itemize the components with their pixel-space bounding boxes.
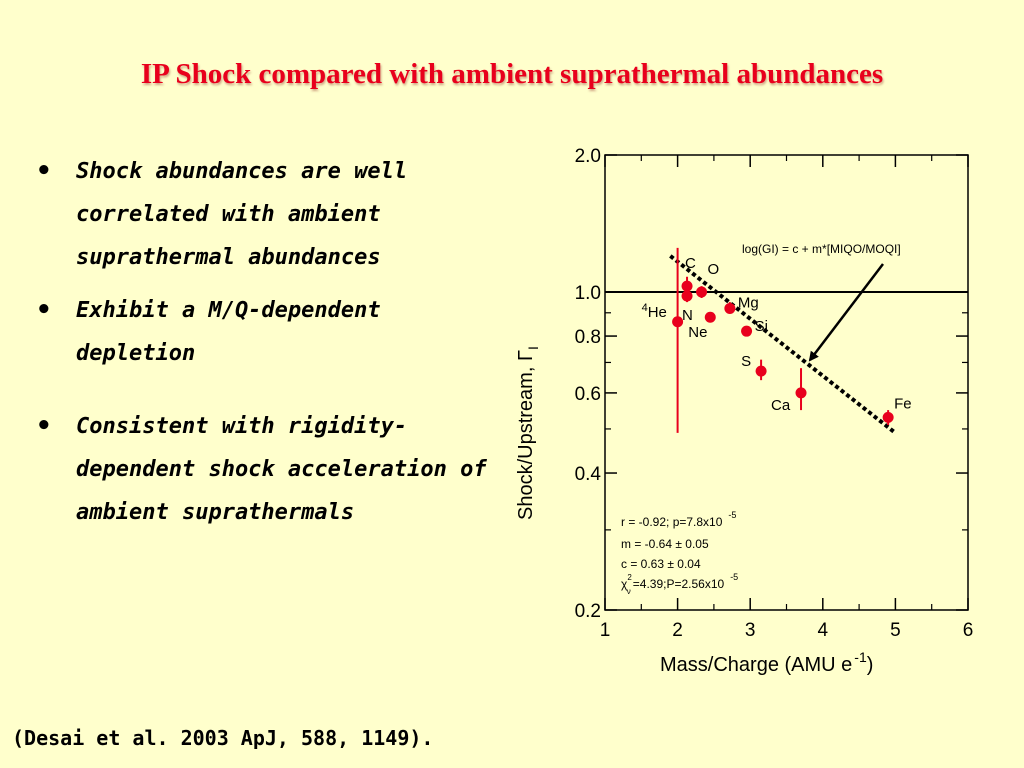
annotation-arrow: [808, 263, 884, 362]
point-label: S: [741, 353, 751, 370]
x-axis-label-end: ): [867, 654, 874, 676]
point-label: 4He: [642, 302, 667, 321]
y-axis-label-sub: I: [525, 346, 541, 350]
bullet-item: • Consistent with rigidity-dependent shoc…: [30, 405, 500, 534]
bullet-text: Consistent with rigidity-dependent shock…: [76, 414, 487, 525]
y-tick-label: 0.2: [575, 601, 601, 622]
x-tick-label: 4: [818, 620, 829, 641]
data-point: [795, 387, 807, 399]
data-point: [681, 280, 693, 292]
data-point: [724, 302, 736, 314]
bullet-dot-icon: •: [36, 156, 52, 186]
stat-chi-sup: 2: [627, 573, 632, 582]
x-tick-label: 5: [890, 620, 901, 641]
data-point: [704, 311, 716, 323]
point-label: O: [708, 261, 720, 278]
y-tick-label: 0.8: [575, 327, 601, 348]
fit-formula: log(GI) = c + m*[MIQO/MOQI]: [742, 242, 901, 256]
stat-r: r = -0.92; p=7.8x10 -5: [621, 510, 736, 529]
x-tick-label: 1: [600, 620, 611, 641]
x-axis-label: Mass/Charge (AMU e -1): [660, 649, 873, 676]
point-label: Fe: [894, 395, 912, 412]
data-point: [672, 316, 684, 328]
x-tick-label: 3: [745, 620, 756, 641]
data-point: [882, 411, 894, 423]
y-tick-label: 0.6: [575, 384, 601, 405]
data-point: [755, 365, 767, 377]
x-tick-label: 2: [672, 620, 683, 641]
point-label: N: [682, 307, 693, 324]
stat-chi: χ2 ν=4.39;P=2.56x10 -5: [621, 572, 738, 596]
y-axis-label: Shock/Upstream, ΓI: [515, 346, 541, 520]
stat-r-text: r = -0.92; p=7.8x10: [621, 515, 723, 529]
slide-title: IP Shock compared with ambient suprather…: [140, 58, 884, 90]
x-tick-label: 6: [963, 620, 974, 641]
citation: (Desai et al. 2003 ApJ, 588, 1149).: [12, 726, 434, 750]
bullet-item: • Shock abundances are well correlated wi…: [30, 150, 500, 279]
x-axis-label-sup: -1: [854, 649, 867, 665]
stat-chi-sub: ν: [627, 587, 631, 596]
y-axis-label-text: Shock/Upstream, Γ: [515, 350, 537, 520]
bullet-dot-icon: •: [36, 295, 52, 325]
y-tick-label: 0.4: [575, 464, 602, 485]
data-point: [681, 290, 693, 302]
bullet-text: Exhibit a M/Q-dependent depletion: [76, 298, 381, 366]
point-label: Mg: [738, 294, 759, 311]
bullet-dot-icon: •: [36, 411, 52, 441]
y-tick-label: 1.0: [575, 283, 601, 304]
data-point: [696, 286, 708, 298]
bullet-list: • Shock abundances are well correlated wi…: [30, 150, 500, 534]
fit-line: [669, 254, 897, 435]
point-label-sup: 4: [642, 302, 648, 314]
bullet-item: • Exhibit a M/Q-dependent depletion: [30, 289, 500, 375]
y-tick-label: 2.0: [575, 146, 601, 167]
stat-c: c = 0.63 ± 0.04: [621, 557, 701, 571]
stat-chi-text: =4.39;P=2.56x10: [633, 577, 725, 591]
stat-m: m = -0.64 ± 0.05: [621, 537, 709, 551]
stat-chi-symbol: χ: [621, 577, 628, 591]
point-label: Ne: [688, 324, 707, 341]
stat-r-exp: -5: [728, 510, 736, 520]
point-label-text: He: [648, 304, 667, 321]
point-label: Si: [755, 318, 768, 335]
point-label: Ca: [771, 397, 791, 414]
data-point: [741, 325, 753, 337]
point-label: C: [685, 255, 696, 272]
stat-chi-exp: -5: [730, 572, 738, 582]
bullet-text: Shock abundances are well correlated wit…: [76, 159, 408, 270]
x-axis-label-text: Mass/Charge (AMU e: [660, 654, 852, 676]
